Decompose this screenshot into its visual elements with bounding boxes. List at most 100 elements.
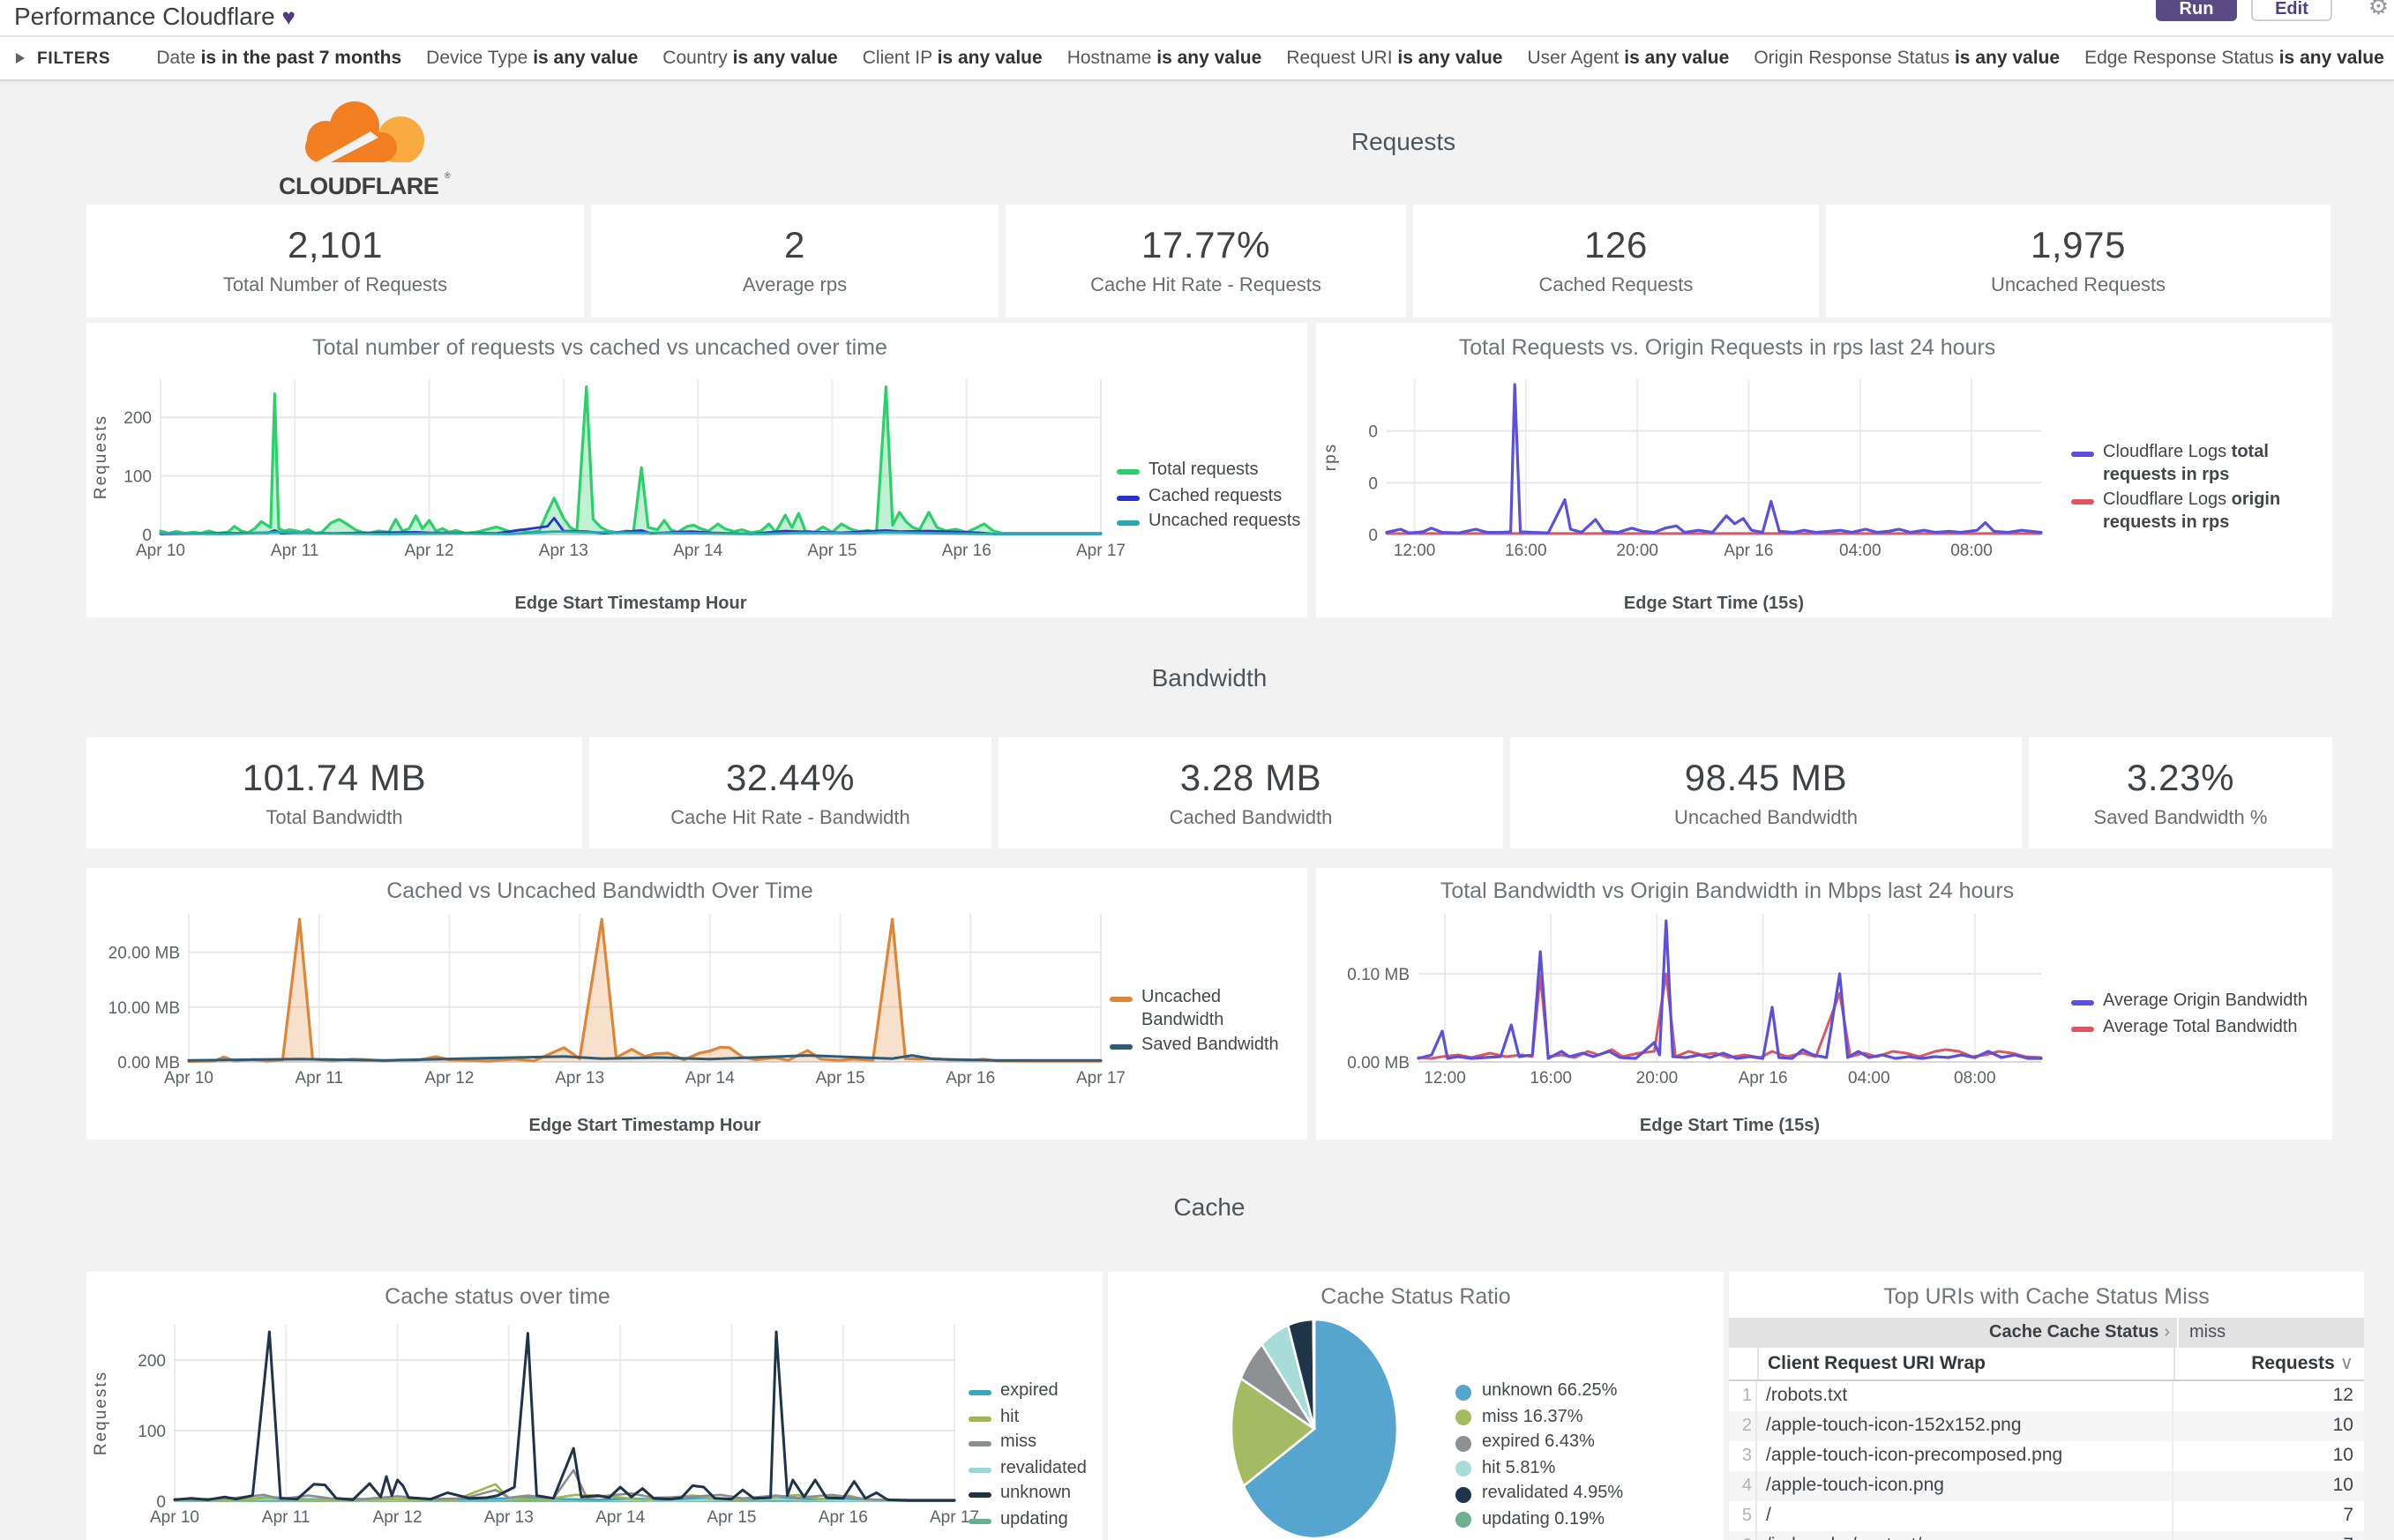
filter-item[interactable]: Hostname is any value — [1066, 48, 1262, 69]
filter-item[interactable]: User Agent is any value — [1527, 48, 1730, 69]
uri-cell[interactable]: /apple-touch-icon-152x152.png — [1766, 1415, 2022, 1436]
cache-status-chart[interactable]: Apr 10 Apr 11 Apr 12 Apr 13 Apr 14 Apr 15 Apr … — [86, 1272, 1103, 1540]
cache-ratio-pie-chart[interactable] — [1108, 1272, 1724, 1540]
filter-item[interactable]: Device Type is any value — [426, 48, 639, 69]
kpi-tile-cached-requests[interactable]: 126 Cached Requests — [1413, 205, 1819, 318]
legend-label: unknown 66.25% — [1482, 1381, 1618, 1401]
section-title-requests: Requests — [1350, 127, 1456, 155]
table-row[interactable]: 2/apple-touch-icon-152x152.png 10 — [1729, 1411, 2364, 1441]
row-number: 6 — [1729, 1531, 1757, 1540]
uri-column-header[interactable]: Client Request URI Wrap — [1768, 1353, 1986, 1374]
legend-item[interactable]: Average Total Bandwidth — [2071, 1017, 2327, 1039]
table-row[interactable]: 6/index.php/contact/7 — [1729, 1531, 2364, 1540]
requests-chart-row: Total number of requests vs cached vs un… — [86, 323, 2332, 617]
table-row[interactable]: 1/robots.txt 12 — [1729, 1381, 2364, 1411]
svg-text:08:00: 08:00 — [1950, 542, 1993, 560]
filter-item[interactable]: Request URI is any value — [1286, 48, 1503, 69]
filter-item[interactable]: Date is in the past 7 months — [156, 48, 402, 69]
uri-cell[interactable]: /robots.txt — [1766, 1385, 1848, 1406]
legend-swatch-icon — [2071, 499, 2094, 505]
kpi-label: Cached Requests — [1538, 275, 1694, 296]
legend-item[interactable]: updating 0.19% — [1455, 1509, 1711, 1531]
uri-cell[interactable]: /apple-touch-icon-precomposed.png — [1766, 1445, 2063, 1466]
svg-text:Apr 16: Apr 16 — [946, 1069, 995, 1088]
svg-text:0.10 MB: 0.10 MB — [1347, 966, 1410, 984]
bandwidth-mbps-chart[interactable]: 12:00 16:00 20:00 Apr 16 04:00 08:00 0.00 MB 0.… — [1316, 868, 2332, 1140]
uri-cell[interactable]: /index.php/contact/ — [1757, 1531, 2172, 1540]
legend-item[interactable]: miss 16.37% — [1455, 1407, 1711, 1429]
table-row[interactable]: 4/apple-touch-icon.png 10 — [1729, 1471, 2364, 1501]
chart-card-bandwidth-over-time: Cached vs Uncached Bandwidth Over Time A… — [86, 868, 1307, 1140]
kpi-tile-average-rps[interactable]: 2 Average rps — [591, 205, 999, 318]
filter-bar: FILTERS Date is in the past 7 months Devi… — [0, 37, 2394, 81]
kpi-tile-total-number-of-requests[interactable]: 2,101 Total Number of Requests — [86, 205, 584, 318]
uri-cell[interactable]: / — [1766, 1505, 1771, 1526]
gear-icon[interactable]: ⚙ — [2368, 0, 2389, 19]
legend-label: miss 16.37% — [1482, 1407, 1583, 1426]
chart-card-bandwidth-mbps: Total Bandwidth vs Origin Bandwidth in M… — [1316, 868, 2332, 1140]
svg-text:04:00: 04:00 — [1839, 542, 1882, 560]
table-body: 1/robots.txt 12 2/apple-touch-icon-152x152… — [1729, 1381, 2364, 1540]
legend-item[interactable]: expired — [969, 1381, 1099, 1403]
legend-item[interactable]: Cloudflare Logs total requests in rps — [2071, 443, 2318, 487]
kpi-tile-total-bandwidth[interactable]: 101.74 MB Total Bandwidth — [86, 737, 582, 848]
legend-item[interactable]: Average Origin Bandwidth — [2071, 991, 2327, 1013]
filter-item[interactable]: Origin Response Status is any value — [1754, 48, 2061, 69]
kpi-label: Total Number of Requests — [222, 275, 448, 296]
legend-item[interactable]: unknown — [969, 1484, 1099, 1506]
legend-item[interactable]: hit — [969, 1407, 1099, 1429]
kpi-value: 126 — [1584, 226, 1648, 266]
legend-label: unknown — [1000, 1484, 1072, 1503]
row-number-header — [1729, 1348, 1759, 1379]
legend-item[interactable]: Cloudflare Logs origin requests in rps — [2071, 490, 2318, 535]
filter-item[interactable]: Country is any value — [662, 48, 838, 69]
legend-item[interactable]: Cached requests — [1117, 486, 1304, 508]
legend-item[interactable]: Uncached requests — [1117, 512, 1304, 534]
legend-item[interactable]: miss — [969, 1432, 1099, 1454]
legend-label: miss — [1000, 1432, 1037, 1452]
legend-item[interactable]: Uncached Bandwidth — [1110, 988, 1307, 1032]
edit-button[interactable]: Edit — [2251, 0, 2332, 21]
kpi-tile-cache-hit-rate-bandwidth[interactable]: 32.44% Cache Hit Rate - Bandwidth — [589, 737, 991, 848]
legend-item[interactable]: hit 5.81% — [1455, 1458, 1711, 1480]
requests-column-header[interactable]: Requests ∨ — [2173, 1348, 2364, 1379]
requests-rps-chart[interactable]: 12:00 16:00 20:00 Apr 16 04:00 08:00 0 0 0 Edge S… — [1316, 323, 2332, 617]
kpi-tile-cached-bandwidth[interactable]: 3.28 MB Cached Bandwidth — [999, 737, 1503, 848]
svg-text:Apr 12: Apr 12 — [424, 1069, 474, 1088]
table-row[interactable]: 3/apple-touch-icon-precomposed.png 10 — [1729, 1441, 2364, 1471]
pivot-field[interactable]: Cache Cache Status › — [1729, 1318, 2179, 1348]
kpi-tile-uncached-bandwidth[interactable]: 98.45 MB Uncached Bandwidth — [1510, 737, 2022, 848]
bandwidth-over-time-chart[interactable]: Apr 10 Apr 11 Apr 12 Apr 13 Apr 14 Apr 15 Apr … — [86, 868, 1307, 1140]
legend-item[interactable]: Total requests — [1117, 460, 1304, 482]
svg-text:12:00: 12:00 — [1424, 1069, 1466, 1088]
filters-toggle[interactable]: FILTERS — [16, 49, 110, 68]
chart-card-requests-over-time: Total number of requests vs cached vs un… — [86, 323, 1307, 617]
kpi-tile-cache-hit-rate-requests[interactable]: 17.77% Cache Hit Rate - Requests — [1006, 205, 1406, 318]
legend-swatch-icon — [2071, 1026, 2094, 1031]
svg-text:Edge Start Timestamp Hour: Edge Start Timestamp Hour — [528, 1116, 760, 1135]
filter-item[interactable]: Client IP is any value — [862, 48, 1043, 69]
uri-cell[interactable]: /apple-touch-icon.png — [1766, 1475, 1944, 1496]
requests-over-time-chart[interactable]: Apr 10 Apr 11 Apr 12 Apr 13 Apr 14 Apr 15 Apr … — [86, 323, 1307, 617]
legend-item[interactable]: updating — [969, 1509, 1099, 1531]
svg-text:Apr 10: Apr 10 — [150, 1508, 199, 1527]
legend-swatch-icon — [1110, 997, 1133, 1002]
requests-cell: 7 — [2172, 1501, 2364, 1531]
legend-item[interactable]: Saved Bandwidth — [1110, 1035, 1307, 1058]
filter-item[interactable]: Edge Response Status is any value — [2084, 48, 2384, 69]
kpi-tile-uncached-requests[interactable]: 1,975 Uncached Requests — [1826, 205, 2330, 318]
run-button[interactable]: Run — [2156, 0, 2237, 21]
legend-label: revalidated 4.95% — [1482, 1484, 1624, 1503]
kpi-tile-saved-bandwidth-[interactable]: 3.23% Saved Bandwidth % — [2029, 737, 2332, 848]
page-title: Performance Cloudflare ♥ — [14, 2, 296, 30]
legend-swatch-icon — [969, 1467, 991, 1472]
legend-item[interactable]: expired 6.43% — [1455, 1432, 1711, 1454]
requests-cell: 10 — [2172, 1411, 2364, 1441]
legend-item[interactable]: revalidated 4.95% — [1455, 1484, 1711, 1506]
legend-item[interactable]: unknown 66.25% — [1455, 1381, 1711, 1403]
svg-text:Apr 16: Apr 16 — [819, 1508, 868, 1527]
bandwidth-kpi-row: 101.74 MB Total Bandwidth 32.44% Cache Hit … — [86, 737, 2332, 848]
table-row[interactable]: 5 / 7 — [1729, 1501, 2364, 1531]
legend-item[interactable]: revalidated — [969, 1458, 1099, 1480]
